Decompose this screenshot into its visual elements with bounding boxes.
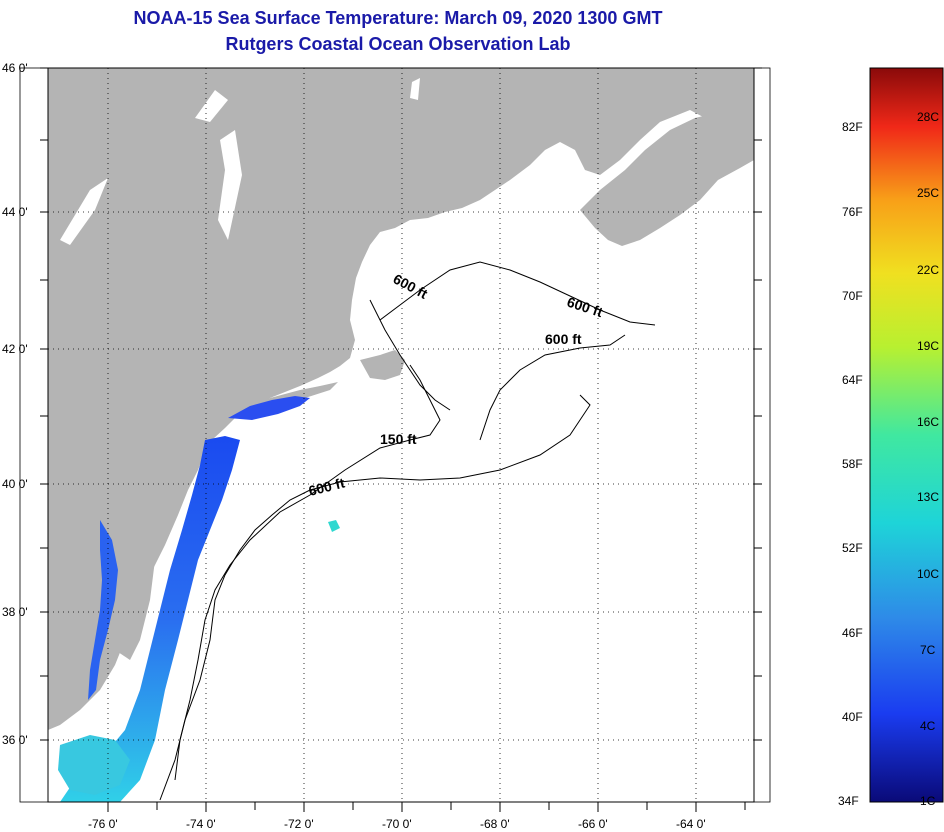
cb-c-22: 22C (917, 263, 940, 277)
bathymetry-contours (159, 261, 656, 801)
cb-c-4: 4C (920, 719, 936, 733)
contour-150ft (174, 364, 441, 781)
cb-c-16: 16C (917, 415, 940, 429)
map-subtitle: Rutgers Coastal Ocean Observation Lab (225, 34, 571, 54)
cb-f-70: 70F (842, 289, 863, 303)
sst-coastal-plume (60, 436, 240, 802)
cb-f-76: 76F (842, 205, 863, 219)
lat-label-36: 36 0' (2, 733, 28, 747)
contour-gulf-maine (379, 261, 656, 326)
contour-600ft-shelf-break (159, 394, 591, 801)
tick-marks (40, 67, 762, 812)
lon-label-76: -76 0' (88, 817, 118, 831)
lat-label-46: 46 0' (2, 61, 28, 75)
cb-c-10: 10C (917, 567, 940, 581)
cb-c-7: 7C (920, 643, 936, 657)
cb-f-52: 52F (842, 541, 863, 555)
sst-pamlico-sound (58, 735, 130, 795)
contour-georges-bank (479, 334, 626, 441)
cb-f-46: 46F (842, 626, 863, 640)
contour-inner (369, 299, 451, 411)
sst-long-island-sound (228, 396, 310, 420)
lon-label-64: -64 0' (676, 817, 706, 831)
cb-c-25: 25C (917, 186, 940, 200)
cb-f-64: 64F (842, 373, 863, 387)
outer-frame (19, 67, 771, 803)
cb-c-13: 13C (917, 490, 940, 504)
map-title: NOAA-15 Sea Surface Temperature: March 0… (133, 8, 663, 28)
contour-label-600ft-georges: 600 ft (545, 331, 582, 347)
cb-f-34: 34F (838, 794, 859, 808)
contour-label-150ft: 150 ft (380, 431, 417, 447)
land-cape-cod (360, 350, 405, 380)
lon-label-70: -70 0' (382, 817, 412, 831)
cb-c-1: 1C (920, 794, 936, 808)
cb-f-40: 40F (842, 710, 863, 724)
cb-c-19: 19C (917, 339, 940, 353)
lat-label-42: 42 0' (2, 342, 28, 356)
lat-label-44: 44 0' (2, 205, 28, 219)
colorbar (869, 67, 944, 803)
land-nova-scotia (580, 112, 754, 246)
sst-offshore-patch (328, 520, 340, 532)
cb-f-58: 58F (842, 457, 863, 471)
lat-label-38: 38 0' (2, 605, 28, 619)
inland-lakes (60, 78, 420, 245)
sst-chesapeake-bay (88, 520, 118, 700)
land-delmarva (110, 520, 155, 660)
cb-c-28: 28C (917, 110, 940, 124)
cb-f-82: 82F (842, 120, 863, 134)
lat-label-40: 40 0' (2, 477, 28, 491)
land-mainland (48, 68, 754, 730)
lon-label-74: -74 0' (186, 817, 216, 831)
lon-label-66: -66 0' (578, 817, 608, 831)
lon-label-72: -72 0' (284, 817, 314, 831)
lon-label-68: -68 0' (480, 817, 510, 831)
